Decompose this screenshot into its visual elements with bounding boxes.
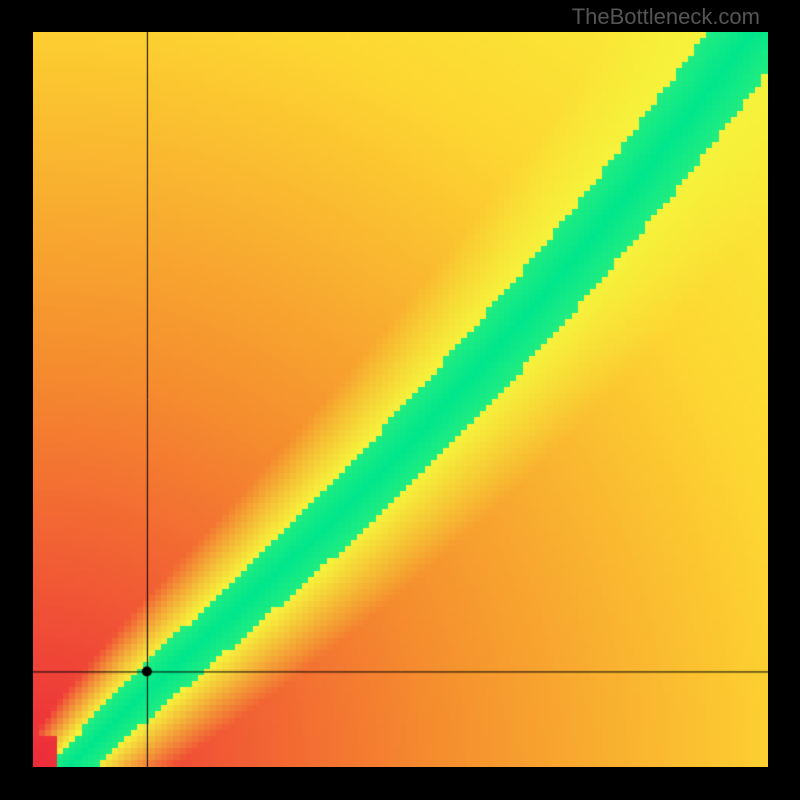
watermark-text: TheBottleneck.com [572,4,760,30]
heatmap-canvas [33,32,768,767]
plot-area [33,32,768,767]
